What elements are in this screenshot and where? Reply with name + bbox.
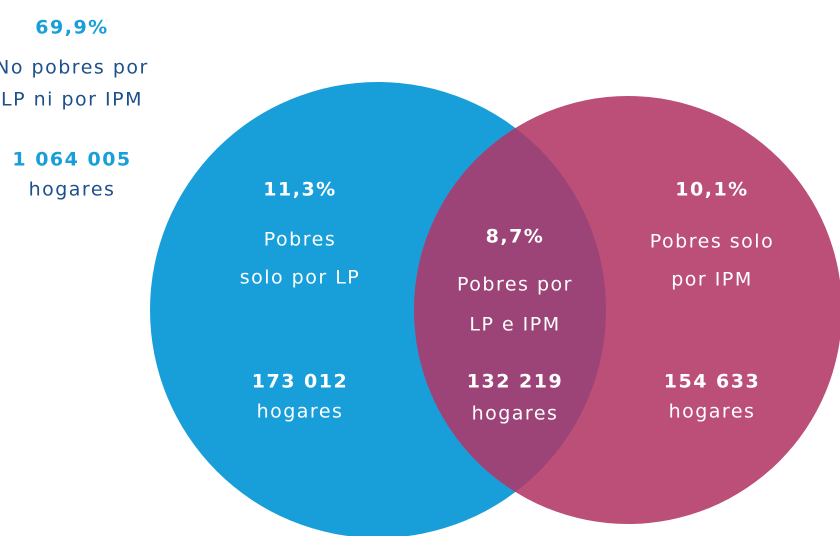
label-line: No pobres por [0, 57, 149, 79]
label-line: por IPM [671, 269, 753, 291]
percent: 69,9% [35, 17, 108, 39]
label-line: LP ni por IPM [1, 89, 143, 111]
label-line: Pobres por [457, 274, 573, 296]
count: 173 012 [252, 371, 348, 393]
unit: hogares [29, 179, 116, 201]
label-line: Pobres solo [650, 231, 774, 253]
unit: hogares [257, 401, 344, 423]
percent: 11,3% [263, 179, 336, 201]
percent: 8,7% [486, 226, 545, 248]
percent: 10,1% [675, 179, 748, 201]
label-line: solo por LP [240, 267, 361, 289]
label-line: LP e IPM [469, 314, 560, 336]
unit: hogares [669, 401, 756, 423]
intersection [414, 96, 606, 524]
unit: hogares [472, 403, 559, 425]
count: 1 064 005 [12, 149, 131, 171]
count: 154 633 [664, 371, 760, 393]
count: 132 219 [467, 371, 563, 393]
label-line: Pobres [264, 229, 336, 251]
